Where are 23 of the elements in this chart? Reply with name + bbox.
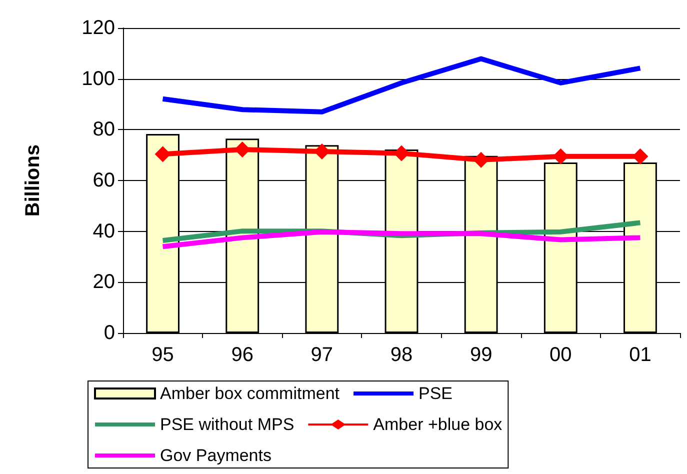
y-tick-label: 20: [92, 271, 115, 294]
legend-label: Amber +blue box: [373, 415, 503, 434]
legend-label: Gov Payments: [160, 446, 272, 465]
x-tick-label: 97: [310, 344, 334, 366]
point: [154, 146, 171, 162]
x-tick-label: 01: [629, 344, 652, 366]
x-tick-label: 96: [231, 344, 254, 366]
point: [234, 141, 250, 158]
x-tick-label: 00: [550, 344, 572, 366]
x-tick-label: 98: [390, 344, 413, 366]
y-tick-label: 120: [82, 17, 115, 39]
y-tick-label: 60: [92, 170, 115, 192]
y-tick-label: 80: [92, 118, 115, 141]
legend-label: PSE: [418, 384, 453, 403]
y-tick-label: 0: [104, 322, 115, 344]
point: [394, 145, 410, 162]
legend-label: Amber box commitment: [160, 384, 340, 403]
x-tick-label: 99: [470, 344, 492, 366]
y-axis-title: Billions: [22, 144, 44, 217]
x-tick-label: 95: [152, 344, 174, 366]
y-tick-label: 100: [82, 68, 115, 90]
y-tick-label: 40: [92, 220, 115, 242]
legend-label: PSE without MPS: [160, 415, 294, 434]
